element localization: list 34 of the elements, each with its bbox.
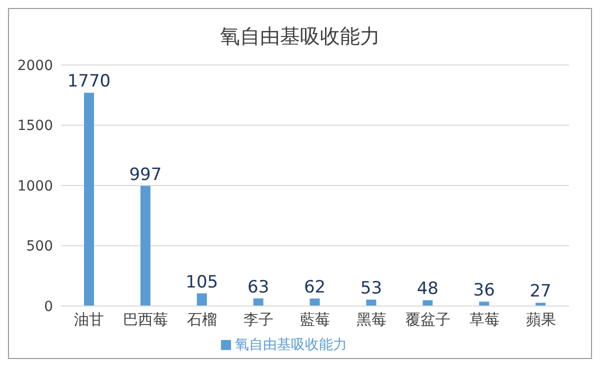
bar [140, 186, 150, 306]
data-label: 1770 [67, 72, 111, 92]
x-tick-label: 石榴 [187, 310, 218, 329]
x-tick-label: 黑莓 [356, 310, 386, 329]
x-tick-label: 覆盆子 [405, 310, 450, 329]
bar [310, 298, 320, 306]
bar [479, 302, 490, 306]
data-label: 997 [129, 164, 162, 185]
x-tick-label: 草莓 [469, 310, 500, 329]
data-label: 63 [248, 277, 270, 298]
x-tick-label: 藍莓 [300, 310, 330, 329]
bar [84, 92, 94, 306]
y-tick-label: 2000 [17, 58, 53, 74]
y-tick-label: 0 [44, 298, 53, 315]
x-tick-label: 蘋果 [526, 310, 556, 329]
bar [366, 300, 376, 306]
y-tick-label: 500 [26, 238, 53, 255]
bar [196, 293, 207, 306]
y-tick-label: 1000 [17, 178, 53, 194]
x-tick-label: 李子 [244, 310, 274, 329]
chart-title: 氧自由基吸收能力 [219, 23, 381, 50]
data-label: 105 [186, 272, 218, 292]
data-label: 62 [304, 278, 326, 298]
x-tick-label: 油甘 [74, 310, 104, 329]
bar [536, 302, 546, 306]
bar [253, 298, 264, 306]
data-label: 36 [473, 280, 495, 301]
data-label: 53 [360, 278, 382, 299]
data-label: 48 [416, 279, 438, 300]
bar [422, 300, 433, 306]
x-tick-label: 巴西莓 [123, 310, 168, 329]
y-tick-label: 1500 [17, 118, 53, 134]
data-label: 27 [530, 282, 552, 302]
legend-label: 氧自由基吸收能力 [235, 337, 347, 353]
